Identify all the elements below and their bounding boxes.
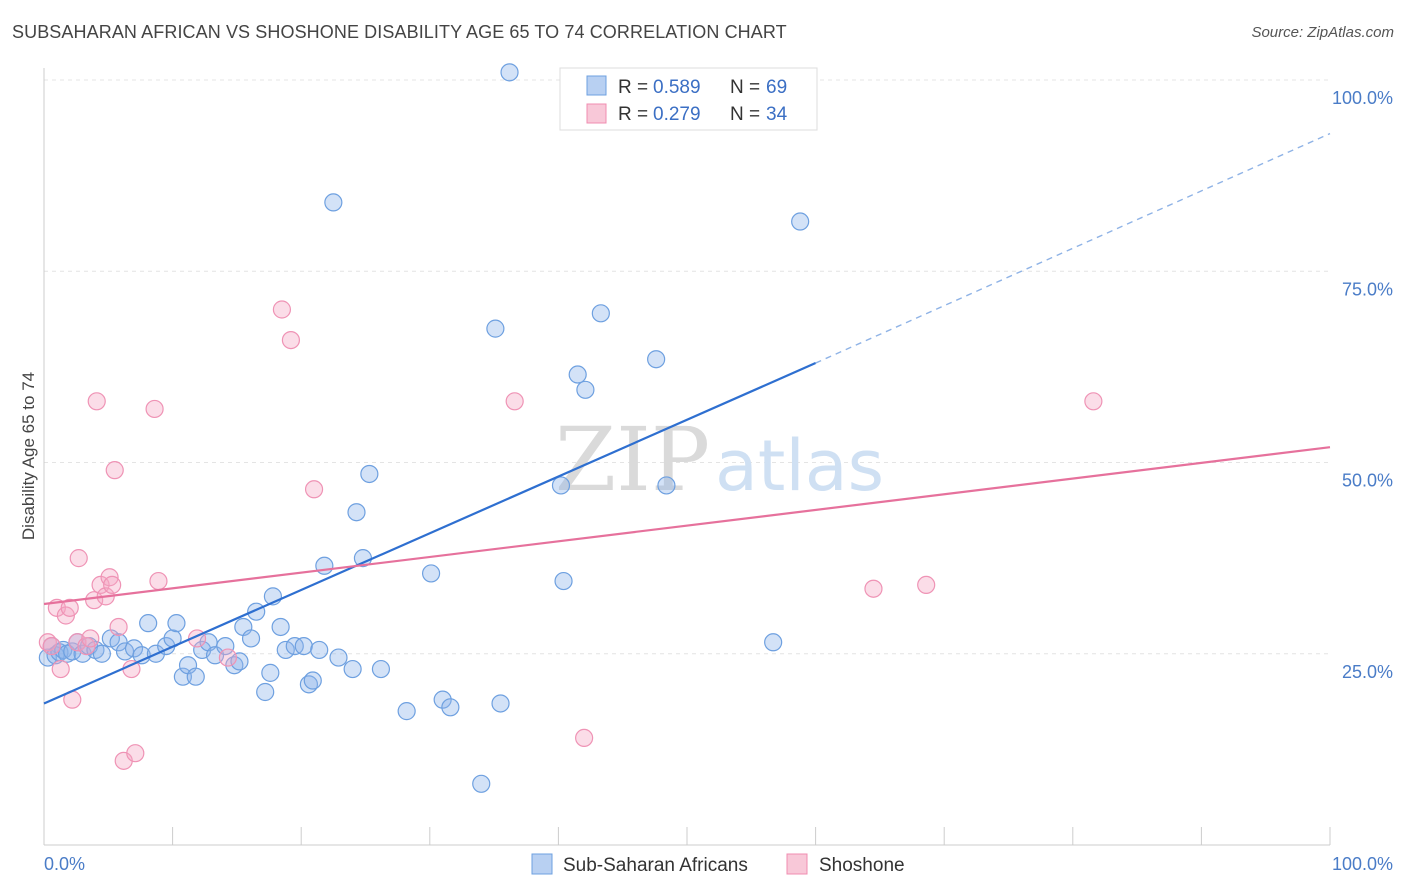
shoshone-point-18 xyxy=(109,617,128,637)
shoshone-point-8 xyxy=(69,549,88,568)
sub-saharan-point-34 xyxy=(256,682,275,702)
shoshone-point-29 xyxy=(505,392,524,411)
sub-saharan-point-53 xyxy=(421,564,441,583)
legend-n-value-1: 69 xyxy=(766,77,787,98)
x-tick-label-min: 0.0% xyxy=(44,854,85,874)
shoshone-point-30 xyxy=(575,728,594,748)
bottom-legend: Sub-Saharan Africans Shoshone xyxy=(531,853,905,876)
watermark-atlas: atlas xyxy=(715,425,884,507)
sub-saharan-point-21 xyxy=(167,614,186,633)
legend-r-value-2: 0.279 xyxy=(653,104,701,125)
bottom-legend-swatch-pink xyxy=(786,853,808,875)
shoshone-point-12 xyxy=(87,392,106,411)
shoshone-point-16 xyxy=(103,575,122,595)
sub-saharan-point-15 xyxy=(124,639,144,658)
legend-n-label-2: N = xyxy=(730,104,760,125)
sub-saharan-point-64 xyxy=(591,304,610,323)
sub-saharan-point-68 xyxy=(791,212,810,231)
y-axis-label: Disability Age 65 to 74 xyxy=(19,372,38,540)
sub-saharan-point-56 xyxy=(472,774,491,793)
shoshone-point-10 xyxy=(81,629,100,648)
shoshone-point-23 xyxy=(149,571,168,591)
sub-saharan-point-65 xyxy=(647,350,666,369)
shoshone-point-32 xyxy=(917,575,936,595)
x-tick-label-max: 100.0% xyxy=(1332,854,1393,874)
y-tick-label-25: 25.0% xyxy=(1342,662,1393,682)
sub-saharan-point-40 xyxy=(294,636,313,656)
y-tick-label-75: 75.0% xyxy=(1342,279,1393,299)
sub-saharan-point-45 xyxy=(324,193,343,212)
sub-saharan-point-61 xyxy=(554,571,573,591)
sub-saharan-point-48 xyxy=(347,503,366,522)
sub-saharan-point-60 xyxy=(551,476,571,495)
legend-swatch-blue xyxy=(586,75,607,96)
legend-r-label-1: R = xyxy=(618,77,648,98)
sub-saharan-point-47 xyxy=(343,659,362,679)
sub-saharan-point-28 xyxy=(216,636,235,656)
shoshone-point-28 xyxy=(304,480,324,499)
sub-saharan-point-57 xyxy=(486,319,505,338)
bottom-legend-label-1: Sub-Saharan Africans xyxy=(563,855,748,876)
sub-saharan-point-52 xyxy=(397,702,416,721)
shoshone-point-17 xyxy=(105,461,124,480)
shoshone-point-11 xyxy=(85,591,104,610)
sub-saharan-point-58 xyxy=(491,694,510,713)
sub-saharan-point-17 xyxy=(139,614,158,633)
trend-line-sub-saharan-extension xyxy=(815,132,1331,364)
y-tick-label-50: 50.0% xyxy=(1342,471,1393,491)
legend-r-label-2: R = xyxy=(618,104,648,125)
trend-line-sub-saharan xyxy=(43,362,817,705)
series-shoshone-points xyxy=(38,300,1103,770)
sub-saharan-point-11 xyxy=(92,644,111,663)
legend-swatch-pink xyxy=(586,103,607,124)
sub-saharan-point-32 xyxy=(241,629,261,648)
sub-saharan-point-67 xyxy=(764,633,783,652)
watermark-zip: ZIP xyxy=(555,408,710,511)
sub-saharan-point-66 xyxy=(657,476,676,495)
sub-saharan-point-24 xyxy=(186,667,205,686)
shoshone-point-21 xyxy=(126,744,145,763)
sub-saharan-point-44 xyxy=(315,556,334,575)
sub-saharan-point-50 xyxy=(360,464,379,484)
shoshone-point-26 xyxy=(272,300,292,319)
sub-saharan-point-46 xyxy=(329,648,348,667)
legend-n-label-1: N = xyxy=(730,77,760,98)
shoshone-point-31 xyxy=(864,579,883,598)
sub-saharan-point-35 xyxy=(261,663,280,682)
sub-saharan-point-51 xyxy=(371,659,391,679)
sub-saharan-point-62 xyxy=(568,365,587,384)
sub-saharan-point-43 xyxy=(310,640,329,660)
shoshone-point-1 xyxy=(42,636,61,656)
shoshone-point-5 xyxy=(60,598,79,617)
sub-saharan-point-13 xyxy=(109,633,128,652)
shoshone-point-3 xyxy=(51,659,70,679)
sub-saharan-point-55 xyxy=(441,698,460,717)
bottom-legend-swatch-blue xyxy=(531,853,553,875)
shoshone-point-22 xyxy=(145,399,164,419)
shoshone-point-27 xyxy=(281,331,301,350)
source-label: Source: ZipAtlas.com xyxy=(1251,24,1394,41)
y-tick-label-100: 100.0% xyxy=(1332,88,1393,108)
shoshone-point-33 xyxy=(1084,392,1103,411)
chart-title: SUBSAHARAN AFRICAN VS SHOSHONE DISABILIT… xyxy=(12,22,787,42)
legend-n-value-2: 34 xyxy=(766,104,788,125)
legend-box: R = 0.589 N = 69 R = 0.279 N = 34 xyxy=(559,67,818,131)
shoshone-point-25 xyxy=(218,648,237,667)
axes xyxy=(43,68,1331,846)
sub-saharan-point-42 xyxy=(303,671,322,690)
y-tick-labels: 25.0% 50.0% 75.0% 100.0% xyxy=(1332,88,1393,682)
trend-lines xyxy=(43,132,1331,705)
sub-saharan-point-30 xyxy=(230,652,249,671)
sub-saharan-point-59 xyxy=(500,63,519,82)
sub-saharan-point-63 xyxy=(576,380,595,399)
sub-saharan-point-38 xyxy=(276,640,295,660)
grid-lines xyxy=(44,79,1330,655)
bottom-legend-label-2: Shoshone xyxy=(819,855,905,876)
sub-saharan-point-22 xyxy=(173,667,192,686)
sub-saharan-point-37 xyxy=(271,617,290,637)
legend-r-value-1: 0.589 xyxy=(653,77,701,98)
trend-line-shoshone xyxy=(43,446,1331,606)
sub-saharan-point-54 xyxy=(433,690,452,709)
